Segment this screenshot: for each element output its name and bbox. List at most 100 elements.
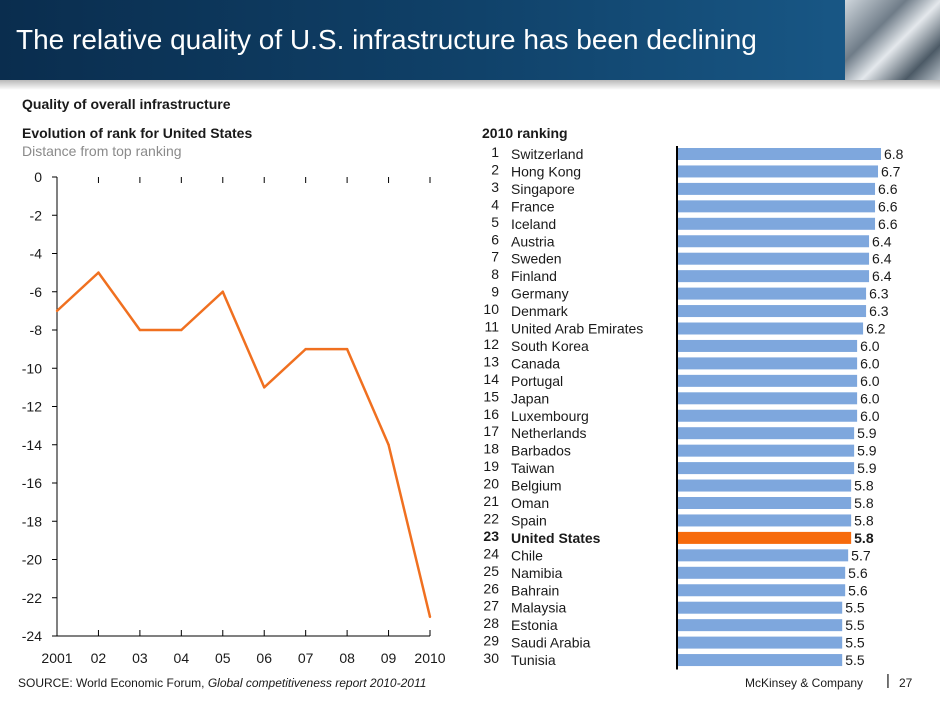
score-bar [678, 654, 843, 667]
country-label: Singapore [511, 181, 575, 197]
score-bar [678, 601, 843, 614]
country-label: South Korea [511, 338, 589, 354]
score-bar [678, 182, 876, 195]
country-label: Hong Kong [511, 163, 581, 179]
score-value-label: 6.0 [860, 338, 880, 354]
score-value-label: 6.4 [872, 233, 892, 249]
slide-subtitle: Quality of overall infrastructure [22, 96, 231, 112]
rank-number: 16 [483, 406, 499, 422]
y-tick-label: -20 [22, 552, 42, 568]
country-label: Canada [511, 355, 560, 371]
score-value-label: 6.6 [878, 216, 898, 232]
y-tick-label: -14 [22, 437, 42, 453]
score-value-label: 6.0 [860, 390, 880, 406]
rank-data-point [304, 347, 307, 351]
rank-data-point [387, 443, 390, 446]
rank-number: 3 [491, 179, 499, 195]
score-value-label: 5.6 [848, 582, 868, 598]
score-bar [678, 549, 849, 562]
y-tick-label: -2 [30, 207, 43, 223]
country-label: Sweden [511, 251, 562, 267]
source-note: SOURCE: World Economic Forum, Global com… [18, 676, 426, 690]
country-label: United States [511, 530, 601, 546]
rank-number: 30 [483, 650, 499, 666]
country-label: Netherlands [511, 425, 587, 441]
x-tick-label: 08 [339, 650, 355, 666]
rank-number: 25 [483, 563, 499, 579]
rank-series-line [56, 271, 432, 618]
score-bar [678, 322, 864, 335]
country-label: Oman [511, 495, 549, 511]
rank-number: 19 [483, 458, 499, 474]
footer-separator: | [886, 672, 890, 689]
rank-number: 29 [483, 633, 499, 649]
line-chart-subtitle: Distance from top ranking [22, 143, 182, 159]
rank-number: 26 [483, 580, 499, 596]
x-tick-label: 04 [174, 650, 190, 666]
header-shadow [0, 80, 940, 90]
rank-number: 10 [483, 301, 499, 317]
score-bar [678, 409, 858, 422]
country-label: Japan [511, 390, 549, 406]
country-label: Belgium [511, 478, 562, 494]
country-label: Chile [511, 547, 543, 563]
score-value-label: 6.6 [878, 198, 898, 214]
country-label: Germany [511, 286, 569, 302]
rank-number: 24 [483, 545, 499, 561]
country-label: Barbados [511, 443, 571, 459]
y-tick-label: 0 [34, 169, 42, 185]
country-label: Finland [511, 268, 557, 284]
score-value-label: 5.8 [854, 495, 874, 511]
score-bar [678, 392, 858, 405]
bar-chart-title: 2010 ranking [482, 125, 568, 141]
country-label: Switzerland [511, 146, 583, 162]
score-bar [678, 479, 852, 492]
x-tick-label: 02 [91, 650, 107, 666]
score-value-label: 6.4 [872, 251, 892, 267]
rank-number: 28 [483, 615, 499, 631]
country-label: Estonia [511, 617, 558, 633]
score-value-label: 6.0 [860, 408, 880, 424]
rank-number: 6 [491, 231, 499, 247]
rank-data-point [345, 347, 349, 351]
x-tick-label: 03 [132, 650, 148, 666]
score-value-label: 5.9 [857, 425, 877, 441]
score-bar [678, 427, 855, 440]
rank-number: 12 [483, 336, 499, 352]
rank-data-point [263, 386, 266, 389]
source-report: Global competitiveness report 2010-2011 [207, 676, 427, 690]
score-bar [678, 619, 843, 632]
score-bar [678, 566, 846, 579]
score-value-label: 6.0 [860, 355, 880, 371]
y-tick-label: -24 [22, 628, 42, 644]
brand-name: McKinsey & Company [745, 676, 864, 690]
rank-number: 9 [491, 284, 499, 300]
score-value-label: 5.7 [851, 547, 871, 563]
country-label: Iceland [511, 216, 556, 232]
score-value-label: 5.8 [854, 530, 874, 546]
score-bar [678, 217, 876, 230]
rank-data-point [97, 271, 100, 274]
country-label: Denmark [511, 303, 569, 319]
score-bar [678, 339, 858, 352]
rank-number: 11 [484, 319, 499, 335]
score-value-label: 5.9 [857, 460, 877, 476]
source-prefix: SOURCE: World Economic Forum, [18, 676, 208, 690]
country-label: Luxembourg [511, 408, 589, 424]
score-bar [678, 235, 870, 248]
rank-number: 22 [483, 510, 499, 526]
score-value-label: 6.2 [866, 321, 886, 337]
score-bar [678, 374, 858, 387]
line-chart-title: Evolution of rank for United States [22, 125, 253, 141]
score-bar [678, 636, 843, 649]
rank-number: 17 [483, 423, 499, 439]
score-bar [678, 357, 858, 370]
x-tick-label: 06 [256, 650, 272, 666]
country-label: Bahrain [511, 582, 559, 598]
score-bar [678, 584, 846, 597]
score-bar [678, 165, 879, 178]
country-label: Namibia [511, 565, 563, 581]
rank-number: 4 [491, 196, 499, 212]
y-tick-label: -8 [30, 322, 43, 338]
